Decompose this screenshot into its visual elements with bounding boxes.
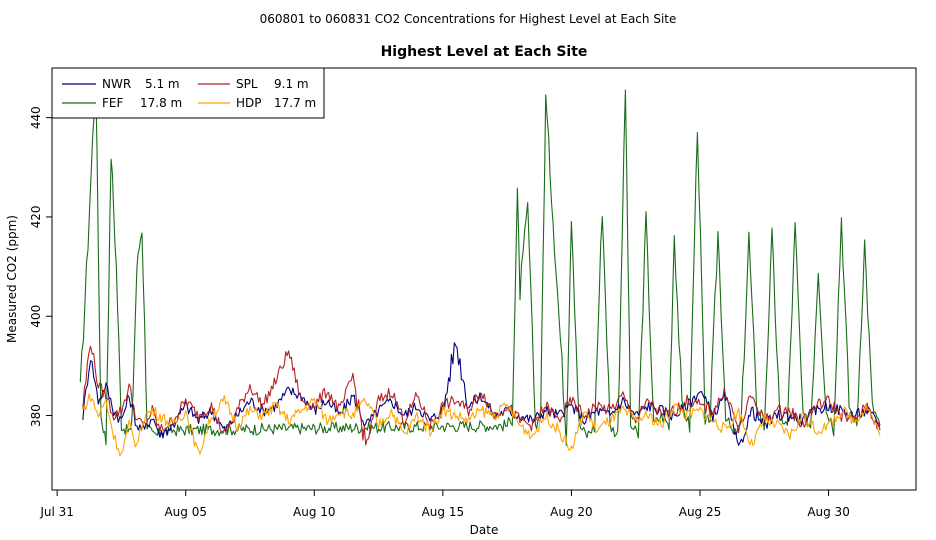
series-line-spl	[82, 345, 881, 446]
x-axis: Jul 31 Aug 05 Aug 10 Aug 15 Aug 20 Aug 25 Aug …	[39, 490, 850, 519]
legend-height-fef: 17.8 m	[140, 96, 182, 110]
legend-label-fef: FEF	[102, 96, 123, 110]
x-tick-label: Aug 05	[164, 505, 207, 519]
x-tick-label: Aug 10	[293, 505, 336, 519]
legend-height-hdp: 17.7 m	[274, 96, 316, 110]
series-line-fef	[79, 80, 881, 447]
x-tick-label: Aug 20	[550, 505, 593, 519]
legend-box	[51, 67, 325, 119]
plot-frame	[51, 67, 917, 491]
legend-label-spl: SPL	[236, 77, 258, 91]
legend-height-nwr: 5.1 m	[145, 77, 180, 91]
x-tick-label: Aug 25	[679, 505, 722, 519]
x-tick-label: Aug 30	[807, 505, 850, 519]
y-axis: 380 400 420 440	[29, 106, 52, 427]
x-tick-label: Jul 31	[39, 505, 74, 519]
chart-title: Highest Level at Each Site	[381, 44, 588, 60]
series-line-nwr	[82, 342, 881, 446]
y-tick-label: 400	[29, 305, 43, 328]
x-axis-label: Date	[470, 523, 499, 537]
legend-height-spl: 9.1 m	[274, 77, 309, 91]
series-line-hdp	[82, 393, 881, 457]
y-tick-label: 420	[29, 205, 43, 228]
series-layer	[79, 80, 881, 457]
x-tick-label: Aug 15	[422, 505, 465, 519]
legend-label-nwr: NWR	[102, 77, 131, 91]
y-tick-label: 440	[29, 106, 43, 129]
legend: NWR 5.1 m SPL 9.1 m FEF 17.8 m HDP 17.7 …	[51, 67, 325, 119]
chart-suptitle: 060801 to 060831 CO2 Concentrations for …	[260, 12, 677, 26]
y-tick-label: 380	[29, 404, 43, 427]
legend-label-hdp: HDP	[236, 96, 262, 110]
y-axis-label: Measured CO2 (ppm)	[5, 215, 19, 343]
